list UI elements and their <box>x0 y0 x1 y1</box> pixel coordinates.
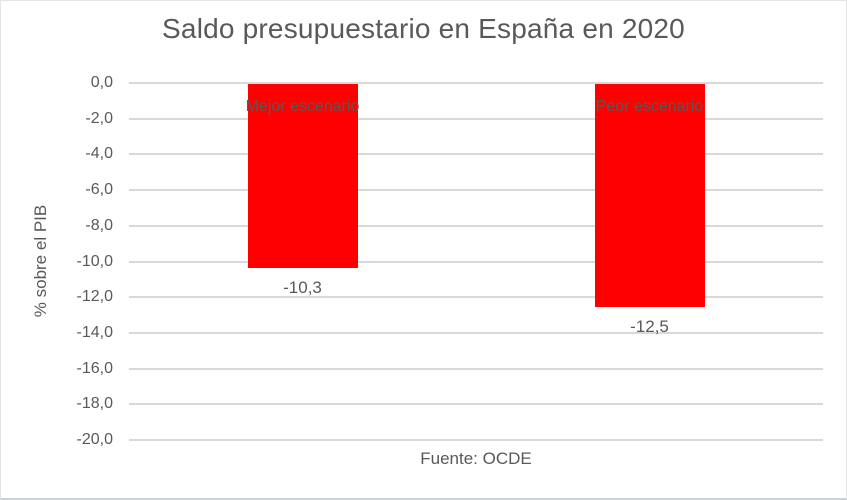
y-tick-label: -10,0 <box>76 252 113 270</box>
y-tick-label: -20,0 <box>76 431 113 448</box>
y-tick-label: -4,0 <box>85 145 113 163</box>
y-tick-label: -12,0 <box>76 288 113 306</box>
bar-peor-escenario <box>594 84 705 308</box>
y-tick-label: 0,0 <box>90 74 113 91</box>
gridline <box>129 117 823 120</box>
y-tick-label: -6,0 <box>85 181 113 199</box>
gridline <box>129 331 823 334</box>
gridline <box>129 82 823 84</box>
gridline <box>129 439 823 441</box>
gridline <box>129 260 823 263</box>
category-label-peor-escenario: Peor escenario <box>595 98 704 115</box>
gridline <box>129 367 823 370</box>
gridline <box>129 189 823 192</box>
bar-mejor-escenario <box>247 84 358 268</box>
y-tick-label: -18,0 <box>76 395 113 413</box>
value-label-peor-escenario: -12,5 <box>630 317 669 337</box>
value-label-mejor-escenario: -10,3 <box>283 277 322 297</box>
y-tick-label: -14,0 <box>76 323 113 341</box>
y-tick-label: -2,0 <box>85 109 113 127</box>
y-tick-label: -8,0 <box>85 216 113 234</box>
y-tick-label: -16,0 <box>76 359 113 377</box>
gridline <box>129 153 823 156</box>
gridline <box>129 296 823 299</box>
gridline <box>129 403 823 406</box>
gridline <box>129 224 823 227</box>
x-axis-title: Fuente: OCDE <box>420 449 532 468</box>
chart-title: Saldo presupuestario en España en 2020 <box>162 13 685 44</box>
category-label-mejor-escenario: Mejor escenario <box>245 98 360 115</box>
